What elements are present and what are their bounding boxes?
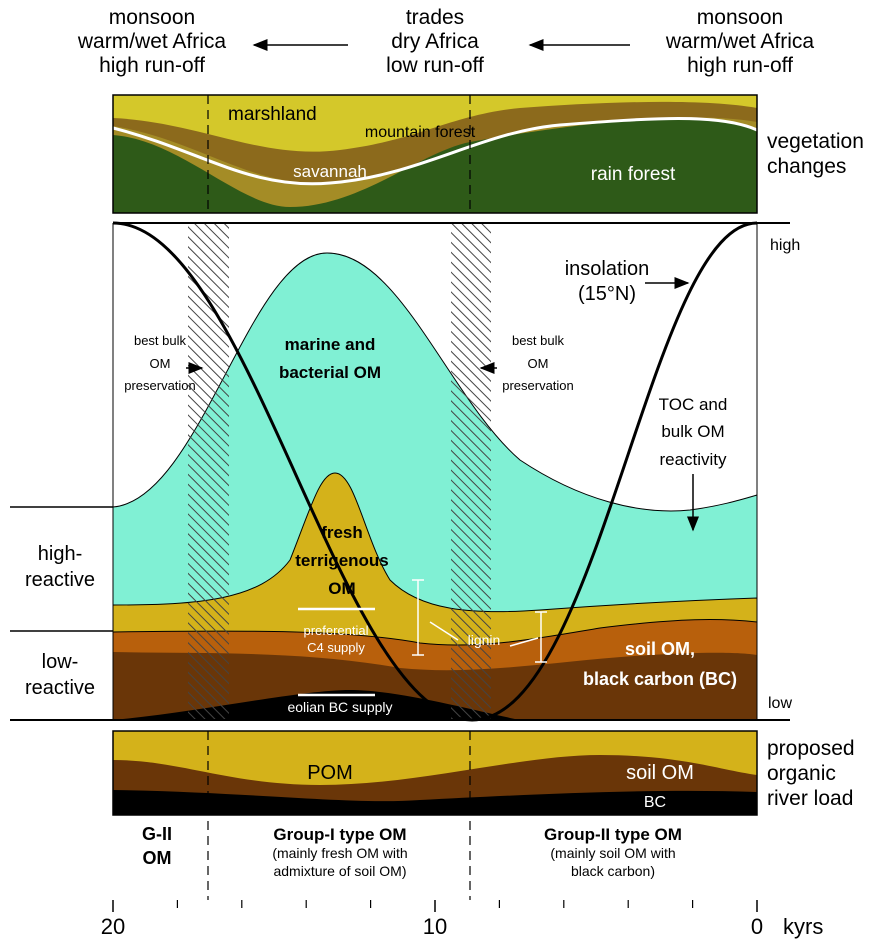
side-label: vegetation <box>767 130 864 153</box>
header-text: high run-off <box>99 54 205 77</box>
label: low <box>768 695 792 712</box>
label: lignin <box>468 632 501 648</box>
header-text: warm/wet Africa <box>77 30 227 53</box>
label: (15°N) <box>578 283 636 305</box>
header-text: high run-off <box>687 54 793 77</box>
label: TOC and <box>659 395 728 414</box>
panel-border <box>112 730 758 816</box>
label: Group-I type OM <box>273 825 406 844</box>
label: preservation <box>124 378 196 393</box>
header-text: dry Africa <box>391 30 479 53</box>
header-text: monsoon <box>697 6 783 29</box>
label: savannah <box>293 162 367 181</box>
header-text: warm/wet Africa <box>665 30 815 53</box>
label: OM <box>328 579 355 598</box>
label: marshland <box>228 104 317 125</box>
side-label: changes <box>767 155 846 178</box>
label: bulk OM <box>661 422 724 441</box>
label: OM <box>150 356 171 371</box>
label: terrigenous <box>295 551 389 570</box>
label: best bulk <box>134 333 187 348</box>
label: best bulk <box>512 333 565 348</box>
tick-label: 10 <box>423 914 447 939</box>
label: eolian BC supply <box>287 699 392 715</box>
label: soil OM, <box>625 639 695 659</box>
vegetation-curve <box>112 117 758 186</box>
panel-border <box>112 94 758 214</box>
main-panel: high low insolation (15°N) best bulk OM … <box>10 221 800 722</box>
header-text: monsoon <box>109 6 195 29</box>
label: bacterial OM <box>279 363 381 382</box>
label: mountain forest <box>365 124 476 141</box>
river-panel: POM soil OM BC proposed organic river lo… <box>112 730 855 816</box>
label: preferential <box>303 623 368 638</box>
hatch <box>451 223 491 720</box>
label: high <box>770 237 800 254</box>
label: insolation <box>565 258 650 280</box>
header-text: trades <box>406 6 464 29</box>
label: (mainly soil OM with <box>550 845 675 861</box>
vegetation-panel: marshland mountain forest savannah rain … <box>112 94 864 214</box>
header: monsoon warm/wet Africa high run-off tra… <box>77 6 815 77</box>
label: OM <box>143 848 172 868</box>
label: POM <box>307 762 353 784</box>
dividers <box>207 95 471 900</box>
rain-forest-area <box>113 118 757 213</box>
label: reactive <box>25 569 95 591</box>
label: black carbon (BC) <box>583 669 737 689</box>
label: reactivity <box>659 450 727 469</box>
label: BC <box>644 794 666 811</box>
label: black carbon) <box>571 863 655 879</box>
label: G-II <box>142 824 172 844</box>
label: C4 supply <box>307 640 365 655</box>
tick-label: 20 <box>101 914 125 939</box>
label: marine and <box>285 335 376 354</box>
label: low- <box>42 651 79 673</box>
label: OM <box>528 356 549 371</box>
header-text: low run-off <box>386 54 484 77</box>
label: preservation <box>502 378 574 393</box>
bc-area <box>113 790 757 815</box>
axis-unit: kyrs <box>783 914 823 939</box>
label: Group-II type OM <box>544 825 682 844</box>
label: fresh <box>321 523 363 542</box>
label: reactive <box>25 677 95 699</box>
label: rain forest <box>591 164 676 185</box>
groups: G-II OM Group-I type OM (mainly fresh OM… <box>142 824 682 879</box>
lignin-bars <box>298 579 547 697</box>
hatch <box>188 223 229 720</box>
side-label: organic <box>767 762 836 785</box>
time-axis: kyrs 20 10 0 <box>101 900 823 939</box>
side-label: proposed <box>767 737 855 760</box>
side-label: river load <box>767 787 853 810</box>
label: (mainly fresh OM with <box>272 845 407 861</box>
label: high- <box>38 543 82 565</box>
label: soil OM <box>626 762 694 784</box>
tick-label: 0 <box>751 914 763 939</box>
label: admixture of soil OM) <box>273 863 406 879</box>
